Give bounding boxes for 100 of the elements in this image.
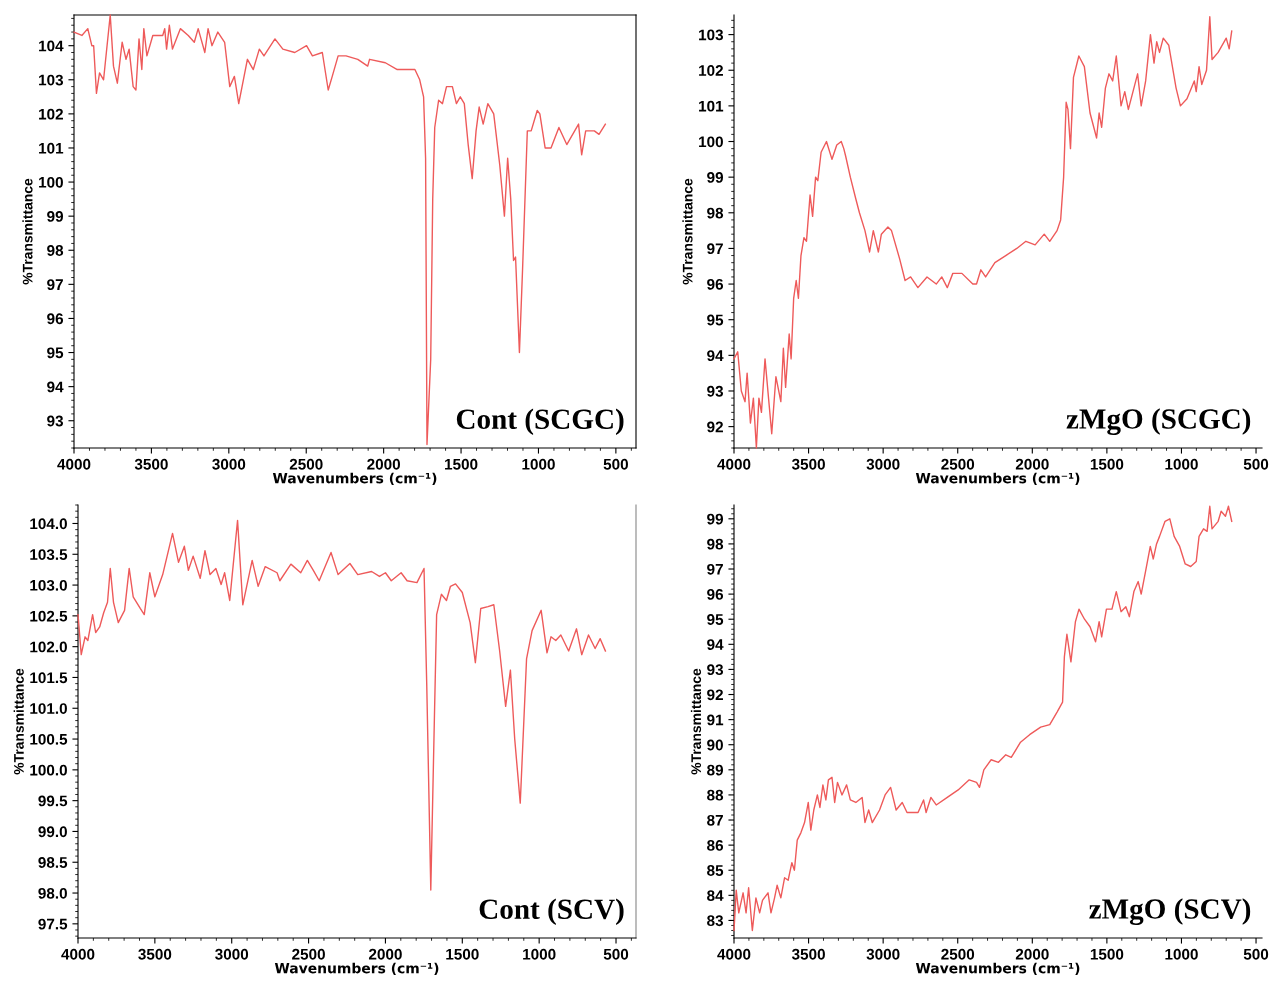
y-tick-label: 98.5 — [38, 857, 68, 868]
x-tick-label: 1500 — [445, 458, 478, 470]
x-tick-label: 3500 — [134, 458, 168, 470]
y-axis-title: %Transmittance — [682, 178, 693, 285]
x-tick-label: 500 — [1243, 948, 1269, 960]
x-tick-label: 3500 — [791, 458, 825, 470]
y-tick-label: 100.5 — [30, 733, 68, 745]
y-tick-label: 86 — [707, 839, 724, 851]
y-tick-label: 88 — [707, 789, 724, 801]
x-tick-label: 500 — [1243, 458, 1269, 470]
x-tick-label: 2000 — [1015, 948, 1049, 960]
y-tick-label: 101.0 — [30, 703, 67, 714]
y-tick-label: 97 — [47, 279, 63, 291]
y-tick-label: 99 — [707, 172, 724, 183]
y-tick-label: 95 — [707, 614, 724, 625]
annotation: Cont (SCV) — [479, 898, 624, 926]
y-tick-label: 97.5 — [38, 918, 68, 930]
y-tick-label: 100 — [39, 176, 63, 188]
y-axis-title: %Transmittance — [690, 668, 702, 775]
y-tick-label: 99.0 — [38, 826, 67, 838]
y-tick-label: 87 — [707, 814, 723, 826]
y-tick-label: 103.5 — [30, 549, 68, 560]
y-tick-label: 99 — [47, 211, 64, 222]
x-tick-label: 3000 — [866, 948, 900, 960]
y-tick-label: 98 — [707, 538, 724, 550]
y-tick-label: 96 — [47, 313, 64, 325]
y-tick-label: 102.5 — [30, 610, 68, 622]
y-tick-label: 94 — [47, 381, 64, 393]
y-tick-label: 97 — [707, 243, 723, 255]
x-tick-label: 3000 — [212, 458, 246, 470]
y-tick-label: 93 — [707, 664, 724, 676]
x-tick-label: 4000 — [717, 458, 751, 470]
y-tick-label: 104 — [39, 40, 64, 52]
x-tick-label: 2500 — [292, 948, 325, 960]
y-tick-label: 97 — [707, 563, 723, 575]
x-axis-title: Wavenumbers (cm⁻¹) — [274, 962, 439, 976]
y-axis-title: %Transmittance — [22, 178, 33, 285]
annotation: zMgO (SCV) — [1089, 898, 1251, 926]
y-tick-label: 90 — [707, 739, 723, 751]
x-tick-label: 1500 — [1090, 458, 1124, 470]
x-tick-label: 4000 — [717, 948, 751, 960]
y-tick-label: 101.5 — [30, 672, 68, 684]
y-tick-label: 92 — [707, 421, 723, 433]
y-tick-label: 101 — [39, 142, 64, 154]
y-tick-label: 99.5 — [38, 795, 68, 807]
y-tick-label: 103.0 — [30, 579, 67, 591]
annotation: zMgO (SCGC) — [1066, 408, 1251, 436]
x-tick-label: 2000 — [368, 948, 402, 960]
x-axis-title: Wavenumbers (cm⁻¹) — [272, 472, 437, 486]
x-tick-label: 2500 — [289, 458, 323, 470]
x-tick-label: 1000 — [523, 948, 556, 960]
y-tick-label: 93 — [47, 415, 64, 427]
x-tick-label: 4000 — [61, 948, 95, 960]
annotation: Cont (SCGC) — [456, 408, 624, 436]
y-tick-label: 95 — [47, 347, 64, 359]
y-tick-label: 96 — [707, 588, 724, 600]
x-tick-label: 3000 — [866, 458, 900, 470]
y-tick-label: 85 — [707, 865, 724, 876]
y-tick-label: 84 — [707, 890, 724, 902]
y-tick-label: 103 — [699, 29, 724, 41]
y-tick-label: 100 — [699, 136, 723, 148]
y-tick-label: 91 — [707, 714, 724, 726]
y-tick-label: 98.0 — [38, 887, 67, 899]
line-series — [77, 519, 607, 891]
y-tick-label: 93 — [707, 385, 724, 397]
x-axis-title: Wavenumbers (cm⁻¹) — [915, 472, 1080, 486]
x-tick-label: 2000 — [1015, 458, 1049, 470]
x-axis-title: Wavenumbers (cm⁻¹) — [915, 962, 1080, 976]
x-tick-label: 500 — [603, 458, 628, 470]
y-tick-label: 104.0 — [30, 518, 67, 530]
y-axis-title: %Transmittance — [13, 668, 24, 775]
x-tick-label: 3000 — [215, 948, 249, 960]
x-tick-label: 3500 — [791, 948, 825, 960]
y-tick-label: 92 — [707, 689, 723, 701]
y-tick-label: 102.0 — [30, 641, 67, 653]
x-tick-label: 2500 — [941, 458, 975, 470]
x-tick-label: 3500 — [138, 948, 172, 960]
x-tick-label: 2500 — [941, 948, 975, 960]
y-tick-label: 89 — [707, 764, 724, 776]
y-tick-label: 103 — [39, 74, 64, 86]
y-tick-label: 83 — [707, 915, 724, 927]
y-tick-label: 102 — [699, 65, 723, 76]
x-tick-label: 1000 — [1165, 458, 1198, 470]
x-tick-label: 1000 — [1165, 948, 1198, 960]
x-tick-label: 1500 — [1090, 948, 1124, 960]
y-tick-label: 94 — [707, 639, 724, 650]
y-tick-label: 94 — [707, 350, 724, 362]
y-tick-label: 100.0 — [30, 764, 67, 776]
y-tick-label: 99 — [707, 513, 724, 525]
x-tick-label: 1000 — [522, 458, 555, 470]
y-tick-label: 95 — [707, 314, 724, 326]
y-tick-label: 102 — [39, 108, 63, 120]
x-tick-label: 500 — [603, 948, 629, 960]
x-tick-label: 2000 — [367, 458, 401, 470]
y-tick-label: 98 — [47, 245, 64, 256]
y-tick-label: 101 — [699, 100, 724, 112]
x-tick-label: 1500 — [446, 948, 479, 960]
y-tick-label: 98 — [707, 207, 724, 219]
x-tick-label: 4000 — [57, 458, 91, 470]
y-tick-label: 96 — [707, 278, 724, 290]
